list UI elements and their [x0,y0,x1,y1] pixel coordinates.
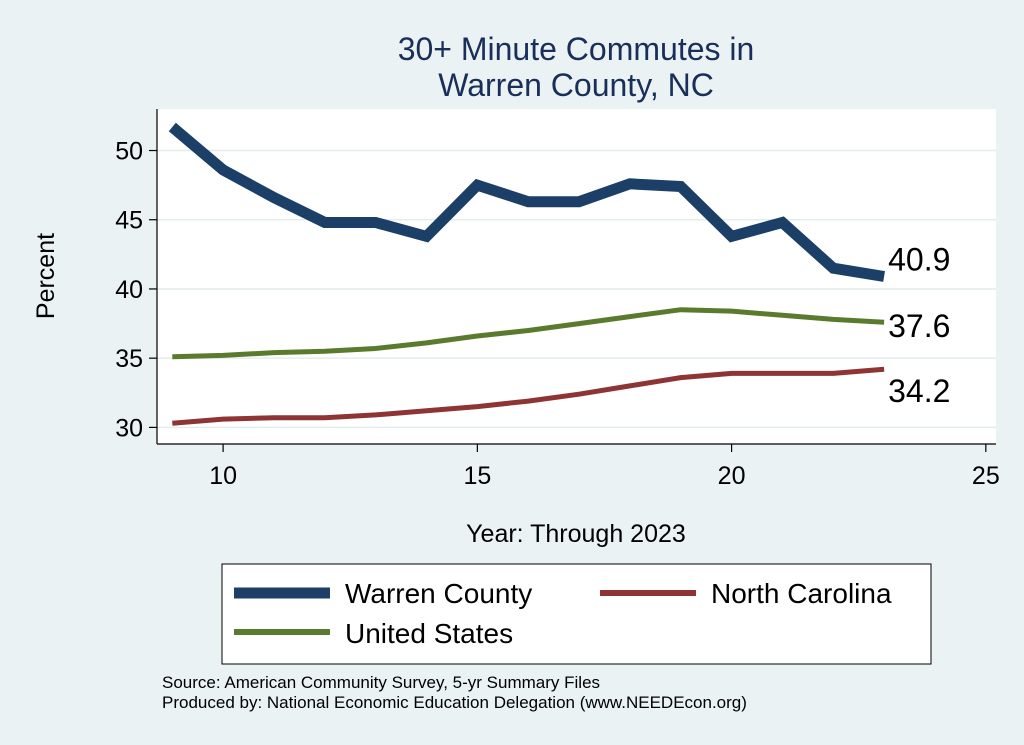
legend-label-united-states: United States [345,618,513,649]
x-tick-label-10: 10 [209,462,237,490]
axes: 30 35 40 45 50 10 15 20 25 [115,109,1000,490]
y-tick-label-35: 35 [115,345,143,373]
end-label-united-states: 37.6 [888,308,950,344]
x-tick-label-25: 25 [972,462,1000,490]
legend-label-north-carolina: North Carolina [711,578,892,609]
y-tick-label-45: 45 [115,207,143,235]
x-tick-label-20: 20 [718,462,746,490]
x-tick-label-15: 15 [463,462,491,490]
produced-by-note: Produced by: National Economic Education… [162,693,747,712]
end-label-warren-county: 40.9 [888,242,950,278]
chart-title-line2: Warren County, NC [438,67,714,103]
grid-lines [157,149,996,429]
series-line-united-states [172,307,885,360]
y-tick-label-50: 50 [115,138,143,166]
legend-label-warren-county: Warren County [345,578,532,609]
y-axis-title: Percent [32,233,60,319]
end-labels: 40.9 37.6 34.2 [888,242,950,410]
y-tick-label-40: 40 [115,276,143,304]
y-tick-label-30: 30 [115,414,143,442]
legend-box [221,563,932,665]
x-axis-title: Year: Through 2023 [466,520,686,548]
chart-title-line1: 30+ Minute Commutes in [398,31,755,67]
series-line-north-carolina [172,366,885,426]
source-note: Source: American Community Survey, 5-yr … [162,673,600,692]
series-lines [168,122,885,426]
series-line-warren-county [168,122,885,282]
end-label-north-carolina: 34.2 [888,373,950,409]
